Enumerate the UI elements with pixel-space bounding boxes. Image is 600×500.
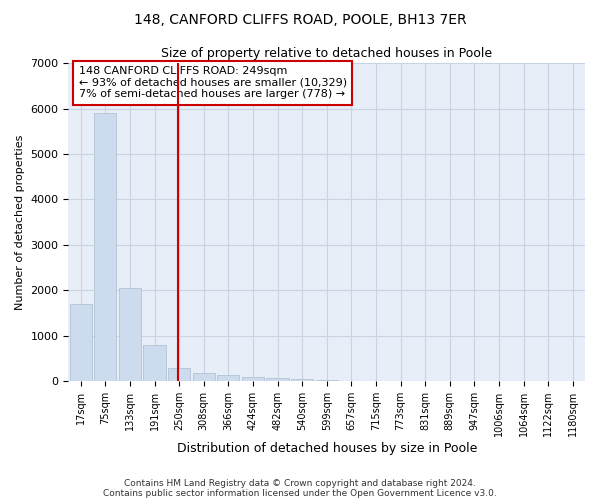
Bar — [94, 113, 116, 381]
Bar — [291, 378, 313, 381]
Bar — [70, 304, 92, 381]
Bar — [266, 378, 289, 381]
Bar — [143, 345, 166, 381]
Text: Contains HM Land Registry data © Crown copyright and database right 2024.: Contains HM Land Registry data © Crown c… — [124, 478, 476, 488]
Bar — [242, 376, 264, 381]
Text: 148 CANFORD CLIFFS ROAD: 249sqm
← 93% of detached houses are smaller (10,329)
7%: 148 CANFORD CLIFFS ROAD: 249sqm ← 93% of… — [79, 66, 347, 100]
Text: 148, CANFORD CLIFFS ROAD, POOLE, BH13 7ER: 148, CANFORD CLIFFS ROAD, POOLE, BH13 7E… — [134, 12, 466, 26]
Bar — [316, 380, 338, 381]
Y-axis label: Number of detached properties: Number of detached properties — [15, 134, 25, 310]
Bar — [168, 368, 190, 381]
Bar — [217, 376, 239, 381]
X-axis label: Distribution of detached houses by size in Poole: Distribution of detached houses by size … — [176, 442, 477, 455]
Text: Contains public sector information licensed under the Open Government Licence v3: Contains public sector information licen… — [103, 488, 497, 498]
Bar — [119, 288, 141, 381]
Title: Size of property relative to detached houses in Poole: Size of property relative to detached ho… — [161, 48, 492, 60]
Bar — [193, 374, 215, 381]
